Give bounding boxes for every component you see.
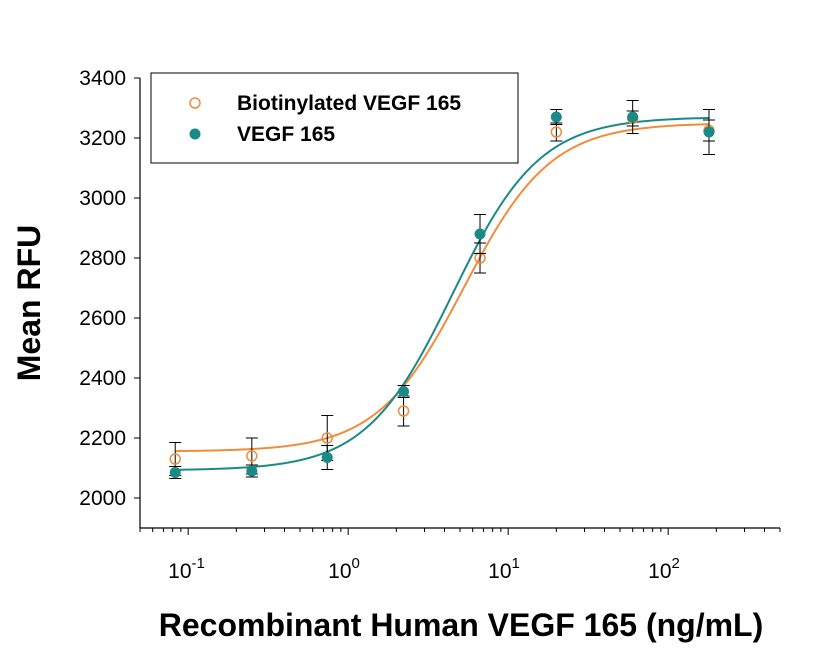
- x-tick-label: 101: [488, 555, 520, 583]
- y-tick-label: 2600: [79, 307, 126, 330]
- fit-curve-biotinylated: [175, 123, 710, 453]
- legend-label-biotinylated: Biotinylated VEGF 165: [237, 92, 461, 115]
- y-tick-label: 2800: [79, 247, 126, 270]
- legend-box: [150, 72, 519, 164]
- legend: Biotinylated VEGF 165 VEGF 165: [150, 72, 519, 164]
- data-point-biotinylated: [246, 450, 258, 462]
- y-axis-ticks: 2000 2200 2400 2600 2800 3000 3200 3400: [79, 67, 140, 510]
- data-point-vegf165: [474, 228, 486, 240]
- data-point-vegf165: [246, 465, 258, 477]
- y-tick-label: 2200: [79, 427, 126, 450]
- data-point-vegf165: [398, 386, 410, 397]
- x-tick-label: 100: [328, 555, 360, 583]
- x-axis-title: Recombinant Human VEGF 165 (ng/mL): [159, 607, 764, 643]
- data-point-vegf165: [550, 111, 562, 123]
- x-tick-label: 102: [648, 555, 680, 583]
- data-point-vegf165: [169, 467, 181, 478]
- data-point-biotinylated: [321, 432, 333, 444]
- fit-curves: [175, 116, 710, 471]
- y-tick-label: 3000: [79, 187, 126, 210]
- fit-curve-vegf165: [175, 116, 710, 471]
- legend-label-vegf165: VEGF 165: [237, 123, 335, 146]
- data-point-biotinylated: [550, 126, 563, 138]
- data-points: [169, 100, 716, 479]
- y-tick-label: 3400: [79, 67, 126, 90]
- legend-marker-vegf165: [189, 128, 201, 140]
- data-point-biotinylated: [397, 405, 410, 417]
- y-tick-label: 2400: [79, 367, 126, 390]
- y-tick-label: 2000: [79, 487, 126, 510]
- x-axis-ticks: 10-1 100 101 102: [139, 528, 781, 583]
- legend-marker-biotinylated: [189, 97, 201, 109]
- x-tick-label: 10-1: [168, 555, 205, 583]
- y-tick-label: 3200: [79, 127, 126, 150]
- data-point-vegf165: [703, 126, 715, 138]
- data-point-biotinylated: [169, 453, 181, 465]
- data-point-vegf165: [321, 452, 333, 463]
- y-axis-title: Mean RFU: [11, 225, 47, 381]
- data-point-vegf165: [627, 111, 639, 123]
